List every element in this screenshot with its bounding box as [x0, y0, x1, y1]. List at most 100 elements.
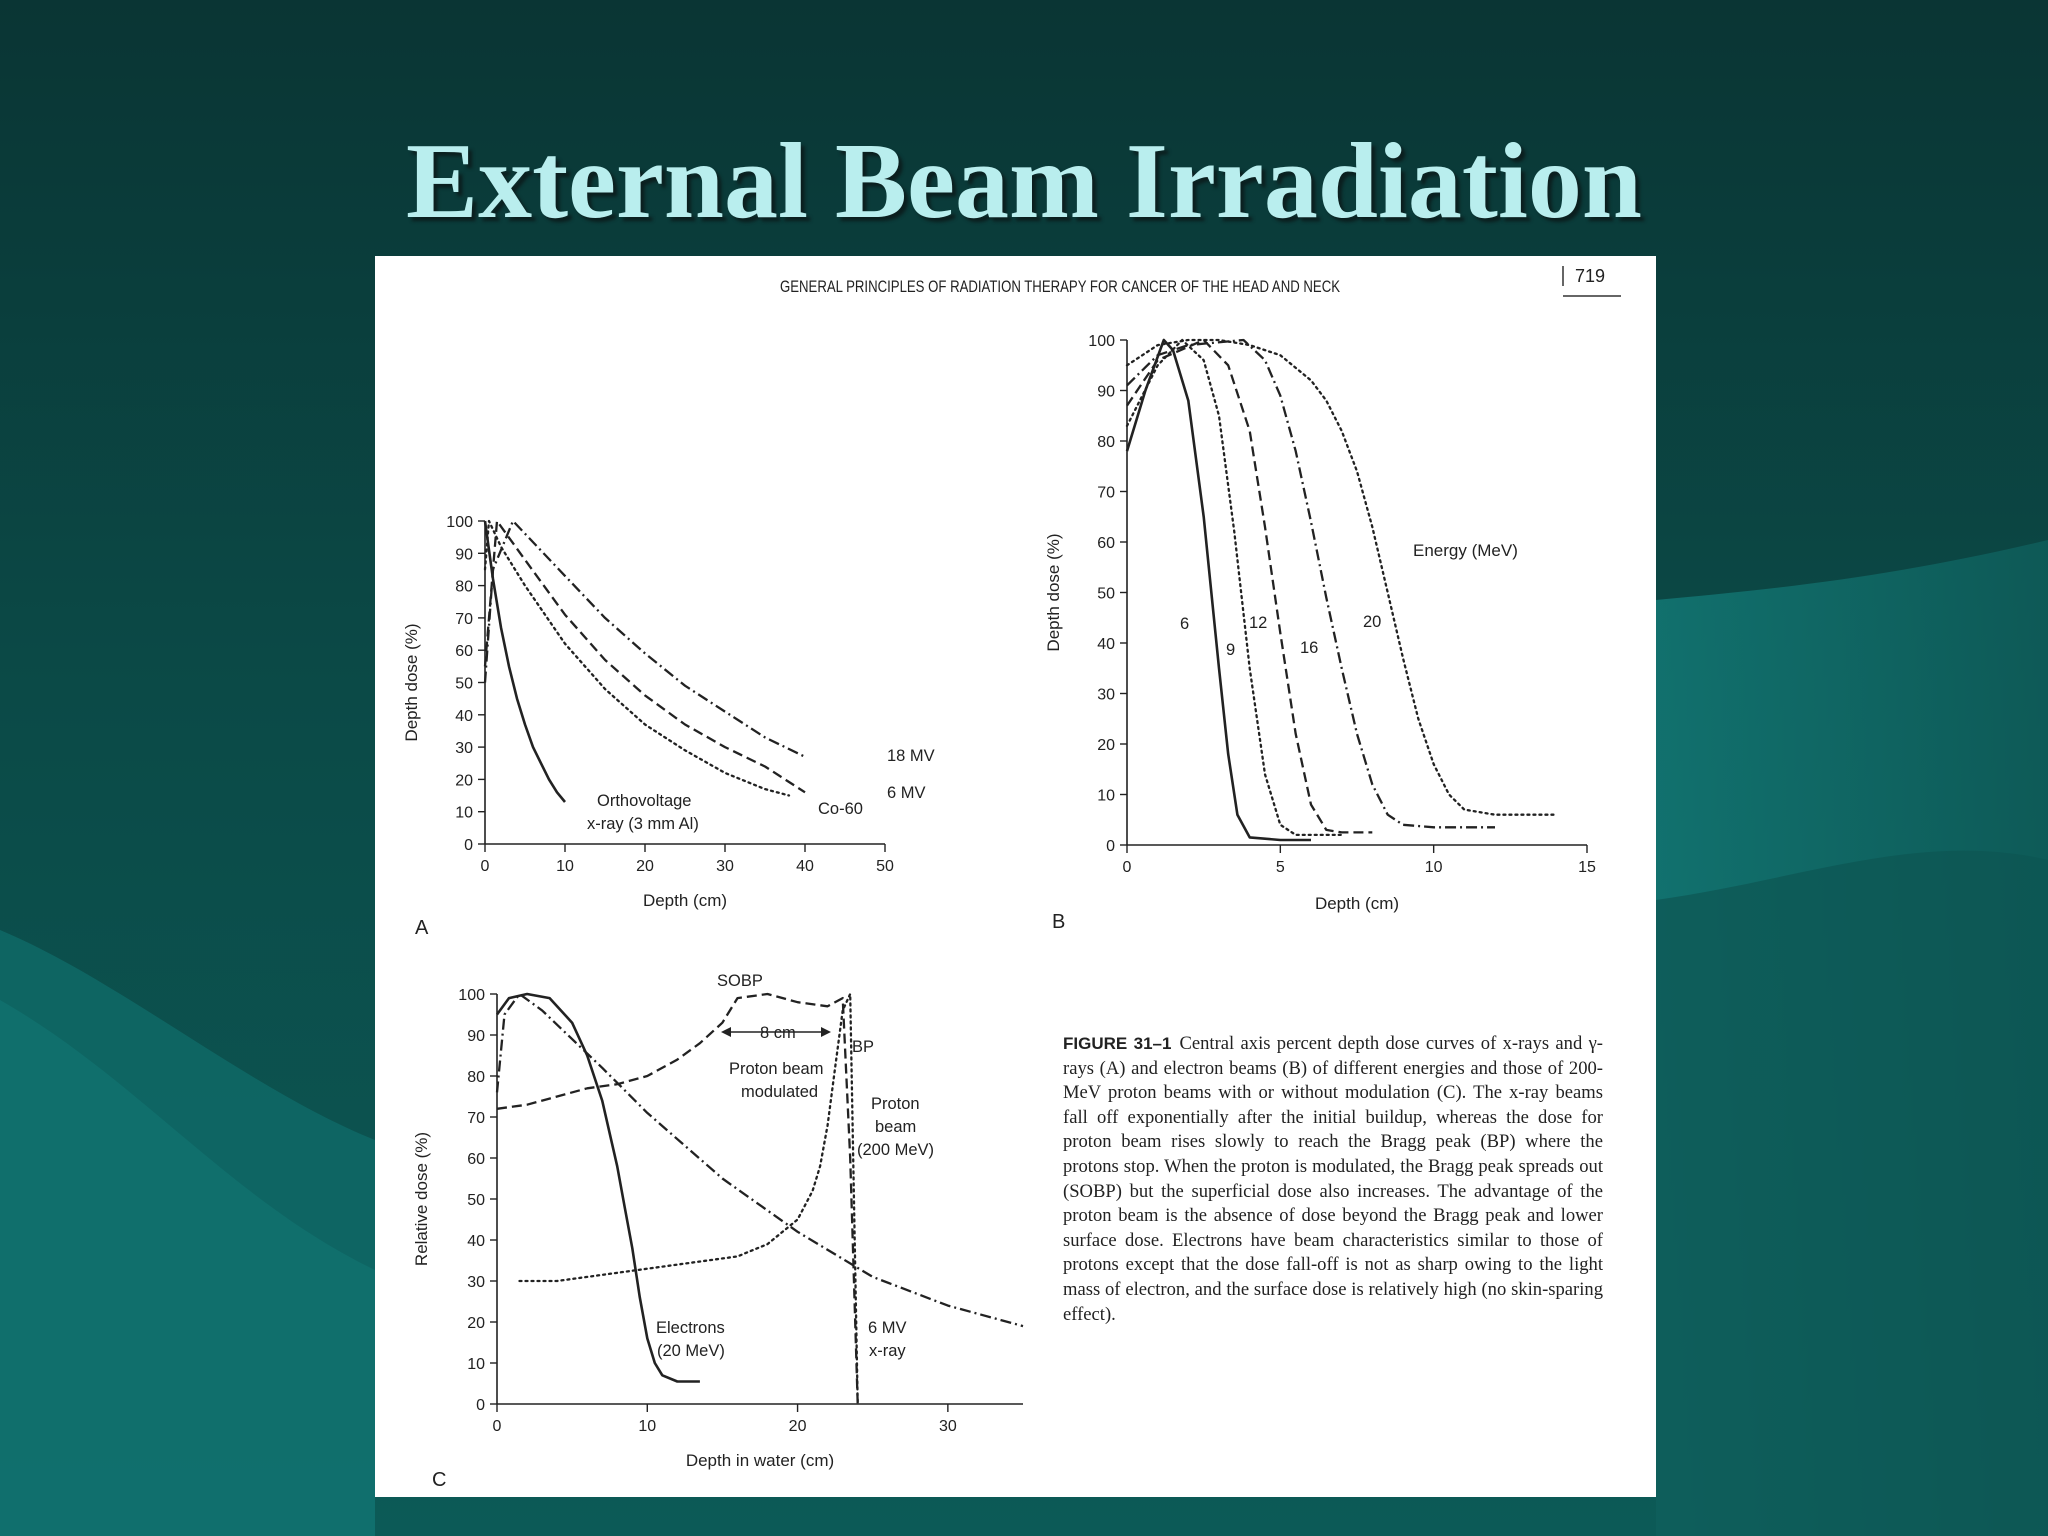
series-line-b-3	[1126, 338, 1495, 829]
annotation-12mev: 12	[1249, 614, 1267, 632]
y-tick-label-c: 30	[467, 1274, 485, 1291]
y-tick-label-a: 60	[455, 643, 473, 660]
y-tick-label-b: 20	[1097, 737, 1115, 754]
y-tick-label-c: 10	[467, 1356, 485, 1373]
y-tick-label-a: 80	[455, 579, 473, 596]
y-tick-label-c: 60	[467, 1151, 485, 1168]
annotation-6mv-xray-2: x-ray	[869, 1342, 906, 1360]
x-axis-label-b: Depth (cm)	[1315, 894, 1399, 913]
page-number: 719	[1575, 266, 1605, 286]
textbook-page: GENERAL PRINCIPLES OF RADIATION THERAPY …	[375, 256, 1656, 1497]
chart-panel-c: 0 10 20 30 40 50 60 70 80 90 100 0 10 20 30 Depth in wa…	[412, 987, 1024, 1470]
y-tick-label-c: 20	[467, 1315, 485, 1332]
chart-panel-b: 0 10 20 30 40 50 60 70 80 90 100 0 5 10 15 Depth (cm) De…	[1044, 333, 1596, 913]
series-line-a-2	[483, 519, 806, 794]
annotation-20mev: 20	[1363, 613, 1381, 631]
x-tick-label-a: 20	[636, 858, 654, 875]
y-tick-label-a: 10	[455, 805, 473, 822]
annotation-electrons-1: Electrons	[656, 1319, 725, 1337]
annotation-8cm: 8 cm	[760, 1024, 796, 1042]
x-tick-label-b: 10	[1425, 859, 1443, 876]
slide-title: External Beam Irradiation	[406, 122, 1642, 241]
series-line-b-0	[1125, 338, 1311, 842]
y-tick-label-b: 50	[1097, 586, 1115, 603]
series-line-b-2	[1126, 338, 1373, 834]
y-tick-label-b: 40	[1097, 636, 1115, 653]
figure-caption: FIGURE 31–1 Central axis percent depth do…	[1063, 1032, 1603, 1327]
series-line-c-1	[496, 992, 859, 1405]
series-line-c-0	[495, 992, 700, 1383]
y-tick-label-c: 40	[467, 1233, 485, 1250]
annotation-6mv: 6 MV	[887, 784, 926, 802]
y-tick-label-b: 10	[1097, 788, 1115, 805]
annotation-electrons-2: (20 MeV)	[657, 1342, 725, 1360]
annotation-proton-modulated-1: Proton beam	[729, 1060, 823, 1078]
x-tick-label-a: 10	[556, 858, 574, 875]
annotation-co60: Co-60	[818, 800, 863, 818]
y-tick-label-b: 90	[1097, 384, 1115, 401]
figure-label: FIGURE 31–1	[1063, 1034, 1172, 1053]
y-tick-label-b: 0	[1106, 838, 1115, 855]
panel-letter-b: B	[1052, 911, 1065, 933]
annotation-9mev: 9	[1226, 641, 1235, 659]
series-line-a-0	[483, 520, 567, 803]
y-tick-label-a: 40	[455, 708, 473, 725]
annotation-proton-2: beam	[875, 1118, 916, 1136]
figure-canvas: GENERAL PRINCIPLES OF RADIATION THERAPY …	[402, 266, 1621, 1491]
panel-letter-c: C	[432, 1469, 446, 1491]
y-tick-label-a: 50	[455, 676, 473, 693]
x-tick-label-a: 40	[796, 858, 814, 875]
x-tick-label-c: 30	[939, 1418, 957, 1435]
x-tick-label-b: 15	[1578, 859, 1596, 876]
y-tick-label-a: 20	[455, 772, 473, 789]
x-tick-label-a: 0	[481, 858, 490, 875]
annotation-proton-1: Proton	[871, 1095, 920, 1113]
y-tick-label-c: 80	[467, 1069, 485, 1086]
y-tick-label-a: 0	[464, 837, 473, 854]
y-tick-label-b: 70	[1097, 485, 1115, 502]
y-tick-label-c: 50	[467, 1192, 485, 1209]
y-tick-label-b: 60	[1097, 535, 1115, 552]
x-tick-label-a: 50	[876, 858, 894, 875]
annotation-16mev: 16	[1300, 639, 1318, 657]
x-tick-label-b: 5	[1276, 859, 1285, 876]
x-axis-label-a: Depth (cm)	[643, 891, 727, 910]
y-tick-label-a: 100	[446, 514, 473, 531]
running-head: GENERAL PRINCIPLES OF RADIATION THERAPY …	[780, 277, 1341, 296]
annotation-6mev: 6	[1180, 615, 1189, 633]
y-tick-label-b: 100	[1088, 333, 1115, 350]
arrowhead-left	[721, 1027, 731, 1037]
y-tick-label-a: 90	[455, 546, 473, 563]
y-tick-label-b: 30	[1097, 687, 1115, 704]
series-line-c-2	[518, 992, 859, 1406]
x-axis-label-c: Depth in water (cm)	[686, 1451, 834, 1470]
x-tick-label-b: 0	[1123, 859, 1132, 876]
y-axis-label-c: Relative dose (%)	[412, 1132, 431, 1266]
y-tick-label-c: 100	[458, 987, 485, 1004]
x-tick-label-c: 10	[638, 1418, 656, 1435]
series-line-a-1	[483, 519, 791, 797]
figure-caption-text: Central axis percent depth dose curves o…	[1063, 1033, 1603, 1325]
annotation-bp: BP	[852, 1038, 874, 1056]
series-line-b-1	[1125, 338, 1343, 837]
series-line-b-4	[1125, 338, 1558, 816]
y-axis-label-a: Depth dose (%)	[402, 623, 421, 741]
annotation-orthovoltage-filter: x-ray (3 mm Al)	[587, 815, 699, 833]
y-axis-label-b: Depth dose (%)	[1044, 533, 1063, 651]
x-tick-label-a: 30	[716, 858, 734, 875]
panel-letter-a: A	[415, 917, 429, 939]
y-tick-label-b: 80	[1097, 434, 1115, 451]
annotation-proton-modulated-2: modulated	[741, 1083, 818, 1101]
y-tick-label-a: 70	[455, 611, 473, 628]
annotation-orthovoltage: Orthovoltage	[597, 792, 691, 810]
y-tick-label-c: 70	[467, 1110, 485, 1127]
annotation-proton-3: (200 MeV)	[857, 1141, 934, 1159]
annotation-6mv-xray-1: 6 MV	[868, 1319, 907, 1337]
y-tick-label-c: 0	[476, 1397, 485, 1414]
y-tick-label-a: 30	[455, 740, 473, 757]
chart-panel-a: 0 10 20 30 40 50 60 70 80 90 100 0 10 20 30 40 50 Depth (…	[402, 514, 894, 910]
annotation-sobp: SOBP	[717, 972, 763, 990]
series-line-a-3	[483, 519, 806, 758]
arrowhead-right	[821, 1027, 831, 1037]
series-line-c-3	[495, 992, 1024, 1328]
